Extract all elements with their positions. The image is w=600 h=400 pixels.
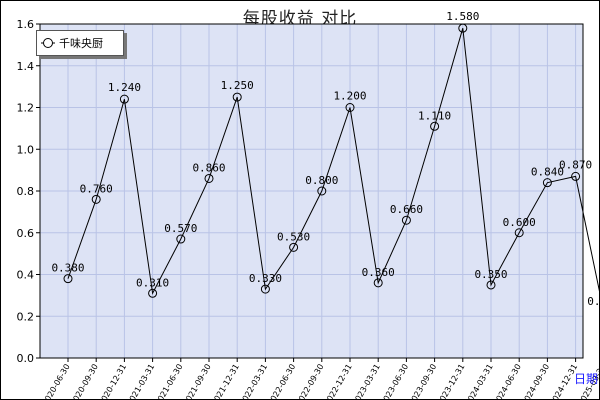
y-tick-label: 0.8	[17, 185, 35, 198]
x-tick-label: 2023-06-30	[379, 363, 410, 400]
data-point	[345, 103, 355, 112]
x-tick-label: 2022-12-31	[323, 363, 354, 400]
data-point	[148, 288, 158, 298]
data-label: 0.840	[531, 166, 564, 179]
legend: 千味央厨	[36, 30, 124, 56]
data-label: 0.360	[362, 266, 395, 279]
data-label: 0.760	[80, 182, 113, 195]
data-point	[430, 121, 440, 131]
x-tick-label: 2024-03-31	[464, 363, 495, 400]
data-point	[289, 242, 299, 252]
data-labels: 0.380 0.760 1.240 0.310 0.570 0.860 1.250 0.330…	[51, 10, 600, 308]
data-point	[373, 278, 383, 288]
x-tick-label: 2021-12-31	[210, 363, 241, 400]
x-tick-label: 2022-03-31	[238, 363, 269, 400]
data-label: 1.200	[333, 90, 366, 103]
series-polyline	[67, 28, 600, 297]
data-label: 0.860	[192, 161, 225, 174]
data-point	[514, 228, 524, 238]
y-tick-label: 0.0	[17, 352, 35, 365]
data-point	[204, 173, 214, 183]
x-tick-label: 2022-09-30	[294, 363, 325, 400]
legend-series-name: 千味央厨	[59, 37, 103, 50]
y-tick-label: 0.4	[17, 269, 35, 282]
data-point	[317, 186, 327, 196]
data-label: 0.310	[136, 276, 169, 289]
x-axis-title: 日期	[574, 372, 599, 386]
legend-marker-icon	[41, 38, 55, 48]
data-point	[401, 215, 411, 225]
y-tick-label: 0.6	[17, 227, 35, 240]
data-point	[63, 274, 73, 284]
x-tick-label: 2024-09-30	[520, 363, 551, 400]
x-tick-label: 2021-09-30	[182, 363, 213, 400]
data-point	[232, 92, 242, 102]
x-tick-label: 2024-06-30	[492, 363, 523, 400]
data-point	[486, 280, 496, 290]
data-label: 0.330	[249, 272, 282, 285]
data-label: 0.380	[51, 262, 84, 275]
x-tick-label: 2023-09-30	[407, 363, 438, 400]
data-label: 0.570	[164, 222, 197, 235]
data-label: 0.870	[559, 158, 592, 171]
data-point	[571, 171, 581, 181]
x-tick-label: 2023-03-31	[351, 363, 382, 400]
plot-border	[39, 23, 584, 359]
data-label: 1.110	[418, 109, 451, 122]
x-tick-label: 2020-12-31	[97, 363, 128, 400]
data-label: 1.580	[446, 10, 479, 23]
x-tick-label: 2020-09-30	[69, 363, 100, 400]
data-label: 0.530	[277, 230, 310, 243]
y-tick-label: 0.2	[17, 310, 35, 323]
x-tick-label: 2023-12-31	[435, 363, 466, 400]
data-point	[176, 234, 186, 244]
data-label: 0.350	[474, 268, 507, 281]
y-tick-label: 1.6	[17, 18, 35, 31]
data-point	[119, 94, 129, 104]
data-label: 1.250	[221, 79, 254, 92]
data-label: 0.600	[503, 216, 536, 229]
x-tick-label: 2021-03-31	[125, 363, 156, 400]
data-label: 1.240	[108, 81, 141, 94]
data-label: 0.800	[305, 174, 338, 187]
x-tick-label: 2022-06-30	[266, 363, 297, 400]
data-point	[91, 194, 101, 204]
data-label: 0.660	[390, 203, 423, 216]
data-point	[260, 284, 270, 294]
data-point	[458, 23, 468, 33]
x-tick-label: 2020-06-30	[41, 363, 72, 400]
y-tick-label: 1.4	[17, 60, 35, 73]
data-point	[542, 178, 552, 188]
x-tick-label: 2021-06-30	[153, 363, 184, 400]
data-label: 0.220	[587, 295, 600, 308]
y-tick-label: 1.2	[17, 102, 35, 115]
y-tick-label: 1.0	[17, 143, 35, 156]
series-line	[67, 28, 600, 297]
